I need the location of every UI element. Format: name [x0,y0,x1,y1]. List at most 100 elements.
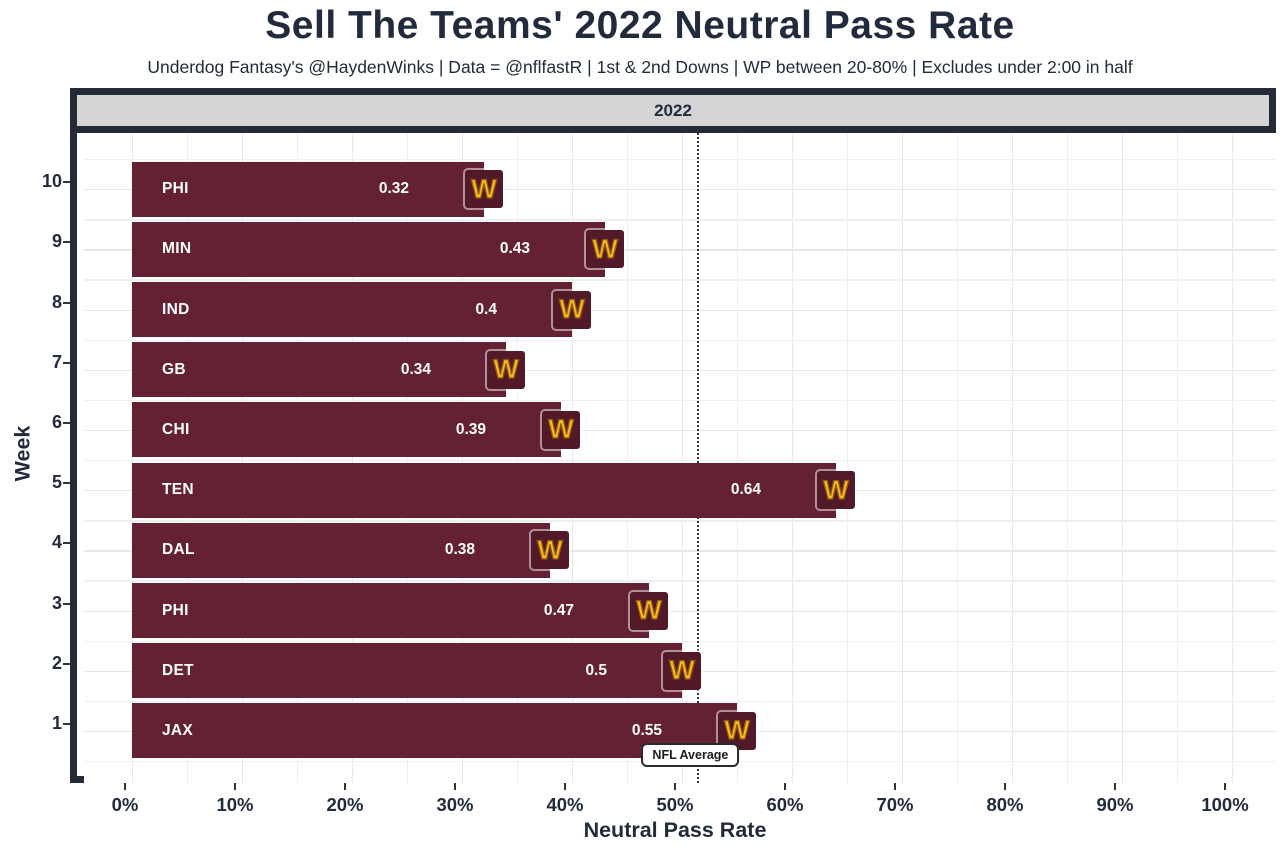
bar-value-label: 0.39 [455,420,486,438]
gridline-vertical [187,133,189,783]
gridline-horizontal [84,460,1276,462]
x-axis-tick-label: 20% [326,794,364,815]
washington-commanders-logo-icon: W [542,410,580,449]
bar-opponent-label: JAX [162,721,194,739]
bar: TEN 0.64 W [132,462,855,518]
bar: IND 0.4 W [132,282,591,337]
gridline-vertical [242,133,244,783]
logo-letter: W [592,233,619,264]
gridline-vertical [132,133,134,783]
bar: GB 0.34 W [132,342,525,398]
gridline-vertical [1122,133,1124,783]
facet-strip: 2022 [77,95,1269,133]
x-axis-tick-mark [233,783,237,790]
facet-strip-label: 2022 [654,100,692,120]
y-axis-tick-label: 3 [51,592,62,613]
bar: CHI 0.39 W [132,402,580,458]
bar-value-label: 0.64 [730,481,761,499]
bar: PHI 0.32 W [132,161,503,217]
bar-value-label: 0.38 [444,541,475,559]
y-axis-tick-mark [63,421,70,425]
gridline-horizontal [84,399,1276,402]
x-axis-tick-mark [123,783,127,790]
gridline-horizontal [84,610,1276,612]
x-axis-tick-mark [1003,783,1007,790]
gridline-vertical [957,133,959,783]
logo-letter: W [493,354,520,385]
bar-opponent-label: DAL [162,541,195,559]
logo-letter: W [471,173,498,204]
gridline-horizontal [84,219,1276,221]
gridline-horizontal [84,429,1276,432]
gridline-vertical [737,133,739,783]
bar: DAL 0.38 W [132,522,569,578]
y-axis-tick-label: 8 [51,291,62,312]
logo-letter: W [537,534,564,565]
bar-opponent-label: GB [162,360,186,378]
y-axis-tick-label: 7 [51,351,62,372]
x-axis-tick-label: 50% [656,794,694,815]
y-axis-tick-mark [63,722,70,726]
bar-value-label: 0.43 [499,240,530,258]
plot-frame: 2022 PHI 0.32 W MIN 0.43 W IND 0.4 W GB 0.34 W CHI 0.… [70,88,1276,783]
x-axis-tick-label: 0% [111,794,139,815]
gridline-vertical [627,133,629,783]
x-axis-tick-mark [673,783,677,790]
gridline-horizontal [84,249,1276,251]
gridline-vertical [297,133,299,783]
logo-letter: W [548,414,575,445]
y-axis-tick-label: 10 [41,171,62,192]
chart-subtitle: Underdog Fantasy's @HaydenWinks | Data =… [147,57,1133,77]
gridline-vertical [1067,133,1069,783]
gridline-horizontal [84,520,1276,522]
bar-value-label: 0.32 [378,180,409,198]
x-axis-tick-mark [1113,783,1117,790]
bar-opponent-label: PHI [162,180,189,198]
x-axis-tick-mark [453,783,457,790]
bar-value-label: 0.47 [543,601,574,619]
x-axis-tick-mark [563,783,567,790]
x-axis-tick-label: 40% [546,794,584,815]
chart-title: Sell The Teams' 2022 Neutral Pass Rate [265,4,1015,47]
gridline-vertical [1232,133,1234,783]
gridline-vertical [682,133,684,783]
gridline-horizontal [84,279,1276,281]
bar-opponent-label: MIN [162,240,192,258]
bar: JAX 0.55 W [132,703,756,759]
x-axis-tick-label: 70% [876,794,914,815]
y-axis-tick-mark [63,301,70,304]
washington-commanders-logo-icon: W [586,230,624,269]
x-axis-tick-label: 60% [766,794,804,815]
y-axis-tick-mark [63,241,70,244]
washington-commanders-logo-icon: W [630,591,668,630]
y-axis-tick-label: 6 [51,411,62,432]
y-axis-tick-label: 9 [51,231,62,252]
washington-commanders-logo-icon: W [553,290,591,329]
bar: PHI 0.47 W [132,583,668,638]
bar-opponent-label: PHI [162,601,189,619]
x-axis-tick-label: 100% [1201,794,1249,815]
plot-panel: PHI 0.32 W MIN 0.43 W IND 0.4 W GB 0.34 W CHI 0.39 W TE… [84,133,1276,783]
washington-commanders-logo-icon: W [531,531,569,570]
bar-value-label: 0.4 [475,300,497,318]
washington-commanders-logo-icon: W [817,471,855,510]
logo-letter: W [636,595,663,625]
y-axis-tick-label: 4 [51,532,62,553]
gridline-horizontal [84,159,1276,161]
bar-opponent-label: IND [162,300,190,318]
logo-letter: W [823,474,850,505]
x-axis-tick-label: 10% [216,794,254,815]
gridline-vertical [847,133,849,783]
y-axis-tick-label: 1 [51,712,62,733]
gridline-horizontal [84,339,1276,341]
gridline-horizontal [84,369,1276,372]
washington-commanders-logo-icon: W [465,170,503,209]
gridline-vertical [572,133,574,783]
bar-opponent-label: DET [162,661,194,679]
y-axis-tick-mark [63,542,70,545]
gridline-vertical [792,133,794,783]
x-axis-tick-label: 80% [986,794,1024,815]
logo-letter: W [559,294,586,324]
y-axis-tick-label: 2 [51,652,62,673]
